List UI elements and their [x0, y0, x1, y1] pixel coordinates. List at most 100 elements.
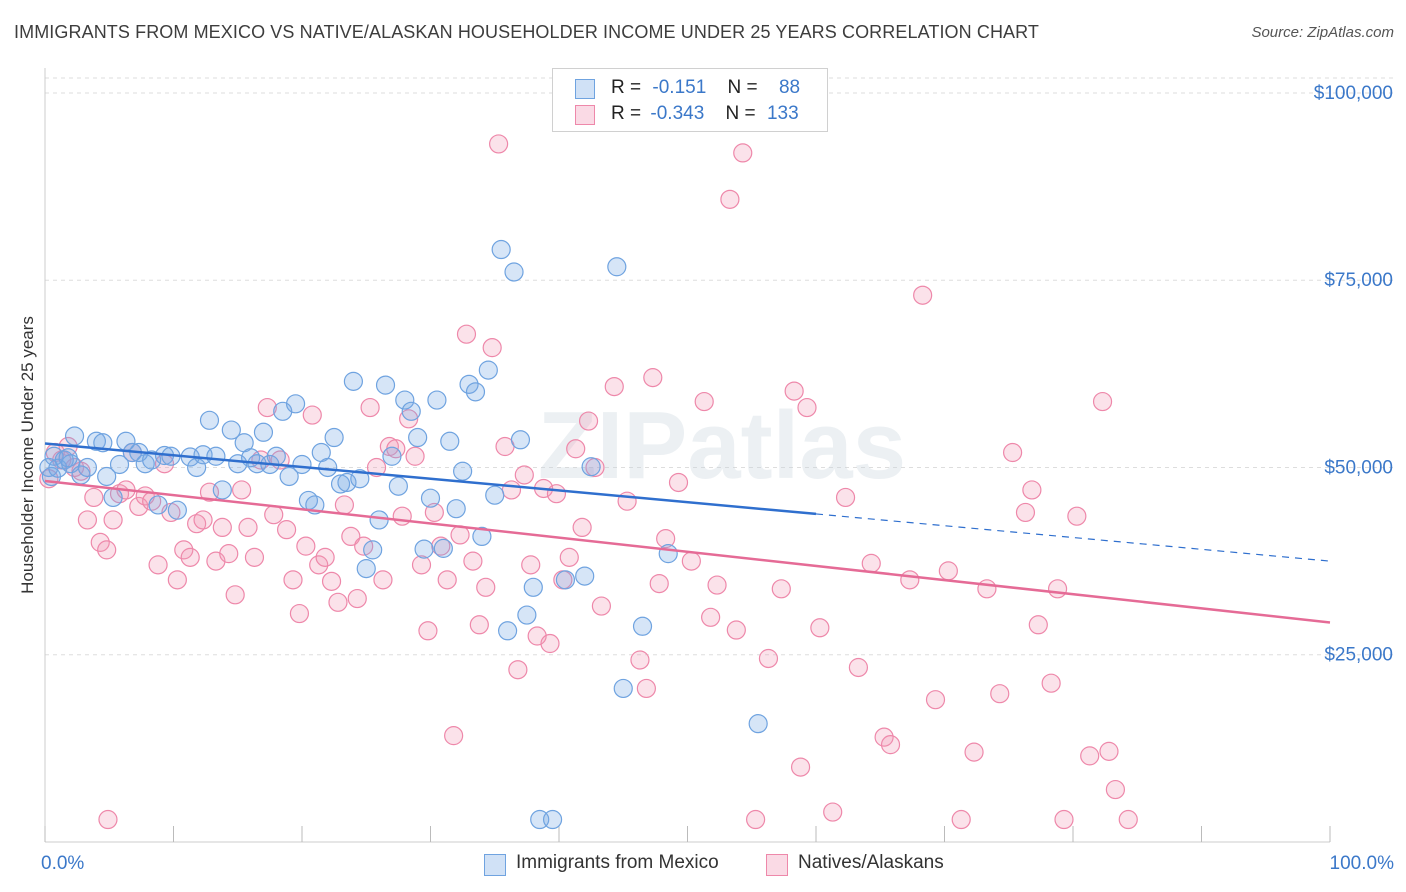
natives-point-104 — [771, 579, 791, 599]
legend-stats: R = -0.151 N = 88 R = -0.343 N = 133 — [552, 68, 828, 132]
legend-r-value: -0.343 — [650, 103, 705, 124]
natives-point-110 — [835, 487, 856, 508]
chart-source: Source: ZipAtlas.com — [1251, 24, 1394, 41]
immigrants-point-65 — [453, 461, 473, 481]
natives-point-75 — [521, 555, 541, 575]
immigrants-point-54 — [382, 446, 402, 466]
natives-point-105 — [784, 381, 804, 401]
natives-point-67 — [469, 615, 489, 635]
natives-point-24 — [193, 510, 213, 530]
natives-point-112 — [861, 553, 881, 573]
immigrants-trend-extension — [815, 513, 1331, 562]
natives-point-63 — [444, 726, 464, 746]
natives-point-113 — [874, 727, 894, 747]
natives-point-97 — [701, 607, 721, 627]
immigrants-point-28 — [212, 480, 232, 500]
natives-point-48 — [347, 588, 367, 609]
immigrants-point-11 — [97, 466, 117, 487]
natives-point-46 — [334, 495, 355, 515]
natives-point-129 — [1054, 809, 1074, 830]
watermark: ZIPatlas — [538, 392, 906, 499]
natives-point-124 — [1015, 502, 1036, 523]
natives-point-68 — [476, 577, 496, 597]
trend-lines — [44, 442, 1331, 624]
natives-point-131 — [1080, 746, 1100, 766]
immigrants-trend-line — [44, 442, 817, 516]
immigrants-point-72 — [498, 621, 518, 641]
natives-point-103 — [758, 648, 779, 669]
natives-point-78 — [540, 633, 560, 654]
immigrants-point-46 — [330, 474, 351, 494]
immigrants-point-67 — [465, 382, 486, 402]
immigrants-point-8 — [77, 457, 98, 478]
natives-point-37 — [276, 520, 297, 540]
immigrants-point-79 — [555, 570, 576, 590]
immigrants-point-85 — [658, 544, 678, 564]
natives-point-44 — [321, 571, 342, 591]
legend-swatch-blue — [484, 854, 506, 876]
natives-point-38 — [283, 570, 303, 590]
immigrants-point-66 — [459, 374, 479, 394]
natives-point-130 — [1067, 506, 1087, 526]
natives-point-29 — [225, 585, 245, 605]
natives-point-123 — [1003, 442, 1023, 463]
natives-point-83 — [572, 517, 592, 538]
immigrants-point-27 — [206, 446, 226, 466]
natives-point-43 — [315, 547, 335, 567]
natives-point-114 — [880, 735, 901, 755]
natives-point-52 — [373, 570, 393, 590]
immigrants-point-75 — [517, 605, 537, 625]
natives-points — [39, 134, 1138, 830]
y-tick-label-2: $75,000 — [1324, 270, 1393, 291]
natives-point-95 — [681, 551, 701, 571]
immigrants-point-84 — [632, 616, 653, 636]
natives-point-50 — [360, 397, 380, 418]
tick-labels: $25,000 $50,000 $75,000 $100,000 0.0% 100.0% — [41, 83, 1394, 874]
immigrants-point-50 — [356, 559, 376, 579]
natives-point-108 — [810, 618, 830, 638]
natives-point-86 — [591, 596, 612, 616]
natives-point-70 — [489, 134, 509, 154]
natives-point-94 — [668, 472, 689, 493]
legend-swatch-pink — [766, 854, 788, 876]
natives-point-73 — [508, 660, 528, 680]
natives-point-135 — [1118, 809, 1138, 830]
immigrants-point-57 — [401, 401, 421, 421]
natives-point-111 — [848, 657, 869, 678]
natives-point-121 — [977, 579, 997, 599]
legend-swatch-pink — [575, 105, 595, 125]
natives-point-66 — [463, 551, 483, 571]
immigrants-point-58 — [408, 427, 428, 448]
natives-point-134 — [1105, 779, 1126, 800]
natives-point-120 — [964, 742, 984, 762]
legend-n-value: 133 — [766, 103, 799, 124]
natives-point-136 — [98, 809, 118, 830]
immigrants-point-13 — [109, 454, 130, 475]
natives-point-45 — [328, 592, 348, 612]
natives-point-30 — [232, 480, 252, 500]
natives-point-20 — [167, 570, 187, 590]
y-tick-label-1: $50,000 — [1324, 457, 1393, 478]
immigrants-point-78 — [542, 809, 563, 830]
immigrants-point-9 — [86, 431, 107, 451]
immigrants-point-70 — [485, 485, 505, 505]
immigrants-point-39 — [285, 394, 306, 414]
legend-label-immigrants: Immigrants from Mexico — [516, 852, 719, 873]
immigrants-point-52 — [369, 510, 389, 530]
immigrants-point-36 — [266, 446, 286, 466]
natives-point-55 — [392, 506, 412, 526]
immigrants-point-29 — [221, 420, 241, 440]
natives-point-99 — [720, 189, 740, 209]
chart-title: IMMIGRANTS FROM MEXICO VS NATIVE/ALASKAN… — [14, 22, 1040, 42]
immigrants-point-83 — [613, 678, 633, 699]
natives-point-27 — [212, 517, 232, 538]
immigrants-point-45 — [324, 427, 344, 448]
natives-point-93 — [656, 529, 676, 549]
natives-point-28 — [219, 544, 239, 564]
natives-point-133 — [1099, 741, 1119, 761]
y-axis-label: Householder Income Under 25 years — [18, 316, 37, 594]
immigrants-point-61 — [427, 390, 447, 410]
natives-point-31 — [238, 517, 258, 538]
natives-point-14 — [129, 496, 149, 517]
